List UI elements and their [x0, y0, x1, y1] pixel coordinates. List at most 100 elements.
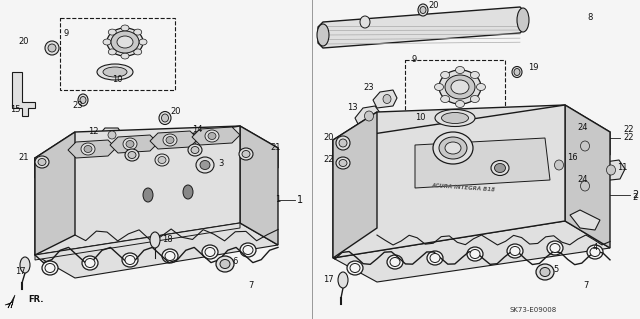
- Ellipse shape: [470, 249, 480, 258]
- Ellipse shape: [338, 272, 348, 288]
- Ellipse shape: [82, 256, 98, 270]
- Ellipse shape: [336, 136, 350, 150]
- Ellipse shape: [517, 8, 529, 32]
- Polygon shape: [565, 105, 610, 248]
- Text: 1: 1: [297, 195, 303, 205]
- Ellipse shape: [85, 258, 95, 268]
- Ellipse shape: [554, 160, 563, 170]
- Ellipse shape: [477, 84, 486, 91]
- Text: 23: 23: [363, 84, 374, 93]
- Ellipse shape: [122, 253, 138, 267]
- Text: 4: 4: [593, 243, 598, 253]
- Text: 20: 20: [18, 38, 29, 47]
- Ellipse shape: [420, 6, 426, 13]
- Text: 9: 9: [411, 56, 416, 64]
- Ellipse shape: [350, 263, 360, 272]
- Ellipse shape: [336, 157, 350, 169]
- Text: 1: 1: [275, 196, 280, 204]
- Text: 3: 3: [218, 159, 223, 167]
- Text: 7: 7: [248, 280, 253, 290]
- Ellipse shape: [78, 94, 88, 106]
- Ellipse shape: [191, 146, 199, 153]
- Ellipse shape: [125, 149, 139, 161]
- Ellipse shape: [430, 254, 440, 263]
- Ellipse shape: [139, 39, 147, 45]
- Text: 2: 2: [632, 194, 637, 203]
- Ellipse shape: [111, 31, 139, 53]
- Ellipse shape: [188, 144, 202, 156]
- Ellipse shape: [220, 259, 230, 269]
- Ellipse shape: [441, 95, 450, 102]
- Ellipse shape: [441, 71, 450, 78]
- Ellipse shape: [491, 160, 509, 175]
- Ellipse shape: [510, 247, 520, 256]
- Ellipse shape: [163, 134, 177, 146]
- Text: 5: 5: [553, 265, 558, 275]
- Ellipse shape: [383, 94, 391, 103]
- Text: 6: 6: [232, 257, 237, 266]
- Ellipse shape: [81, 143, 95, 155]
- Ellipse shape: [240, 243, 256, 257]
- Ellipse shape: [205, 130, 219, 142]
- Text: 11: 11: [617, 164, 627, 173]
- Ellipse shape: [317, 24, 329, 46]
- Text: 20: 20: [428, 2, 438, 11]
- Text: 22: 22: [623, 133, 634, 143]
- Ellipse shape: [580, 181, 589, 191]
- Ellipse shape: [108, 131, 116, 139]
- Ellipse shape: [427, 251, 443, 265]
- Ellipse shape: [134, 49, 141, 55]
- Text: 22: 22: [323, 155, 333, 165]
- Ellipse shape: [117, 36, 133, 48]
- Polygon shape: [68, 140, 116, 158]
- Text: 21: 21: [18, 153, 29, 162]
- Ellipse shape: [126, 140, 134, 147]
- Text: 14: 14: [192, 125, 202, 135]
- Ellipse shape: [159, 112, 171, 124]
- Ellipse shape: [587, 245, 603, 259]
- Ellipse shape: [536, 264, 554, 280]
- Ellipse shape: [418, 4, 428, 16]
- Ellipse shape: [495, 164, 506, 173]
- Polygon shape: [150, 131, 198, 149]
- Polygon shape: [333, 105, 610, 165]
- Text: 20: 20: [170, 108, 180, 116]
- Ellipse shape: [84, 145, 92, 152]
- Ellipse shape: [103, 67, 127, 77]
- Ellipse shape: [435, 84, 444, 91]
- Polygon shape: [110, 135, 158, 153]
- Polygon shape: [415, 138, 550, 188]
- Ellipse shape: [451, 80, 469, 94]
- Ellipse shape: [439, 137, 467, 159]
- Ellipse shape: [590, 248, 600, 256]
- Ellipse shape: [97, 64, 133, 80]
- Ellipse shape: [35, 156, 49, 168]
- Ellipse shape: [155, 154, 169, 166]
- Ellipse shape: [125, 256, 135, 264]
- Ellipse shape: [387, 255, 403, 269]
- Ellipse shape: [121, 53, 129, 59]
- Ellipse shape: [38, 159, 46, 166]
- Ellipse shape: [243, 246, 253, 255]
- Polygon shape: [597, 160, 625, 181]
- Ellipse shape: [456, 66, 465, 73]
- Ellipse shape: [42, 261, 58, 275]
- Ellipse shape: [365, 111, 374, 121]
- Ellipse shape: [208, 132, 216, 139]
- Ellipse shape: [45, 263, 55, 272]
- Polygon shape: [35, 126, 278, 178]
- Ellipse shape: [121, 25, 129, 31]
- Ellipse shape: [514, 69, 520, 76]
- Text: 16: 16: [567, 153, 578, 162]
- Ellipse shape: [339, 139, 347, 147]
- Text: 23: 23: [72, 100, 83, 109]
- Ellipse shape: [200, 160, 210, 169]
- Ellipse shape: [445, 75, 475, 99]
- Ellipse shape: [607, 165, 616, 175]
- Text: 17: 17: [15, 268, 26, 277]
- Ellipse shape: [123, 138, 137, 150]
- Ellipse shape: [360, 16, 370, 28]
- Polygon shape: [35, 223, 278, 278]
- Ellipse shape: [445, 142, 461, 154]
- Polygon shape: [12, 72, 35, 116]
